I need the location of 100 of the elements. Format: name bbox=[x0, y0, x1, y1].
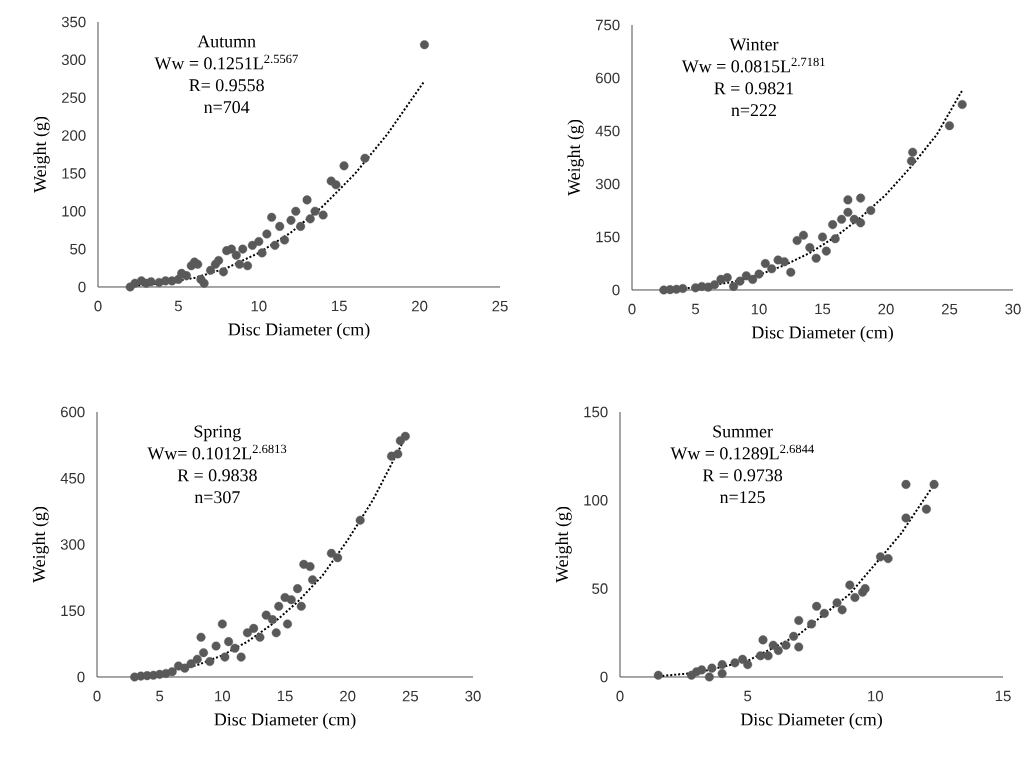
x-tick-label: 0 bbox=[628, 303, 636, 315]
y-axis-title: Weight (g) bbox=[555, 506, 572, 583]
point bbox=[243, 261, 253, 271]
x-tick-label: 15 bbox=[815, 303, 831, 315]
point bbox=[748, 274, 758, 284]
point bbox=[850, 592, 860, 602]
point bbox=[270, 240, 280, 250]
point bbox=[211, 641, 221, 651]
point bbox=[224, 637, 234, 647]
point bbox=[767, 264, 777, 274]
point bbox=[293, 584, 303, 594]
point bbox=[275, 221, 285, 231]
point bbox=[226, 244, 236, 254]
point bbox=[704, 672, 714, 682]
y-tick-label: 300 bbox=[60, 539, 85, 550]
y-tick-label: 150 bbox=[61, 605, 85, 617]
point bbox=[653, 670, 663, 680]
point bbox=[921, 504, 931, 514]
y-tick-label: 250 bbox=[61, 92, 86, 103]
y-tick-label: 150 bbox=[596, 231, 620, 243]
y-tick-label: 0 bbox=[78, 281, 86, 293]
x-tick-label: 10 bbox=[215, 690, 231, 702]
y-tick-label: 600 bbox=[61, 406, 85, 418]
point bbox=[230, 643, 240, 653]
point bbox=[167, 667, 177, 677]
annotation: R= 0.9558 bbox=[189, 79, 264, 92]
point bbox=[181, 271, 191, 281]
point bbox=[717, 660, 727, 670]
y-tick-label: 150 bbox=[584, 406, 608, 418]
point bbox=[206, 265, 216, 275]
point bbox=[236, 652, 246, 662]
point bbox=[807, 619, 817, 629]
point bbox=[283, 619, 293, 629]
text: Spring bbox=[194, 425, 241, 442]
point bbox=[781, 640, 791, 650]
point bbox=[308, 575, 318, 585]
text: Winter bbox=[729, 38, 779, 51]
x-tick-label: 10 bbox=[251, 300, 267, 312]
point bbox=[339, 161, 349, 171]
y-tick-label: 300 bbox=[61, 54, 86, 66]
point bbox=[310, 206, 320, 216]
point bbox=[199, 278, 209, 288]
y-tick-label: 50 bbox=[592, 583, 608, 594]
x-axis-title: Disc Diameter (cm) bbox=[214, 712, 356, 730]
y-tick-label: 600 bbox=[596, 72, 620, 84]
point bbox=[754, 269, 764, 279]
point bbox=[235, 259, 245, 269]
point bbox=[811, 253, 821, 263]
y-tick-label: 450 bbox=[595, 125, 620, 137]
point bbox=[305, 562, 315, 572]
point bbox=[743, 660, 753, 670]
point bbox=[856, 218, 866, 228]
x-tick-label: 30 bbox=[1005, 303, 1021, 315]
point bbox=[231, 250, 241, 260]
point bbox=[729, 281, 739, 291]
x-tick-label: 5 bbox=[156, 690, 164, 702]
annotation: Ww= 0.1012L$^{2.6813}$ bbox=[147, 444, 287, 460]
point bbox=[805, 243, 815, 253]
point bbox=[286, 215, 296, 225]
y-tick-label: 150 bbox=[62, 168, 86, 179]
point bbox=[218, 267, 228, 277]
x-axis-title: Disc Diameter (cm) bbox=[228, 322, 370, 340]
point bbox=[318, 210, 328, 220]
point bbox=[779, 257, 789, 267]
x-tick-label: 15 bbox=[332, 300, 347, 312]
point bbox=[758, 635, 768, 645]
point bbox=[180, 663, 190, 673]
point bbox=[360, 153, 370, 163]
point bbox=[355, 515, 365, 525]
x-tick-label: 5 bbox=[744, 690, 752, 702]
point bbox=[333, 553, 343, 563]
point bbox=[254, 237, 264, 247]
x-tick-label: 15 bbox=[277, 690, 293, 702]
annotation: Ww = 0.0815L$^{2.7181}$ bbox=[681, 57, 825, 73]
point bbox=[192, 654, 202, 664]
point bbox=[901, 513, 911, 523]
point bbox=[291, 206, 301, 216]
point bbox=[296, 601, 306, 611]
x-tick-label: 5 bbox=[174, 300, 182, 312]
point bbox=[832, 598, 842, 608]
y-axis-title: Weight (g) bbox=[33, 116, 50, 193]
x-axis-title: Disc Diameter (cm) bbox=[751, 325, 893, 343]
y-axis-title: Weight (g) bbox=[567, 119, 584, 196]
x-tick-label: 20 bbox=[340, 690, 356, 702]
point bbox=[794, 642, 804, 652]
y-tick-label: 750 bbox=[596, 19, 620, 31]
x-tick-label: 0 bbox=[93, 690, 101, 702]
point bbox=[199, 648, 209, 658]
point bbox=[267, 615, 277, 625]
y-tick-label: 0 bbox=[612, 284, 620, 296]
annotation: n=704 bbox=[204, 101, 250, 114]
point bbox=[821, 246, 831, 256]
point bbox=[296, 221, 306, 231]
point bbox=[196, 632, 206, 642]
annotation: Ww = 0.1289L$^{2.6844}$ bbox=[670, 444, 814, 460]
point bbox=[302, 195, 312, 205]
point bbox=[837, 214, 847, 224]
point bbox=[908, 147, 918, 157]
x-tick-label: 0 bbox=[94, 300, 102, 312]
x-tick-label: 5 bbox=[691, 303, 700, 315]
